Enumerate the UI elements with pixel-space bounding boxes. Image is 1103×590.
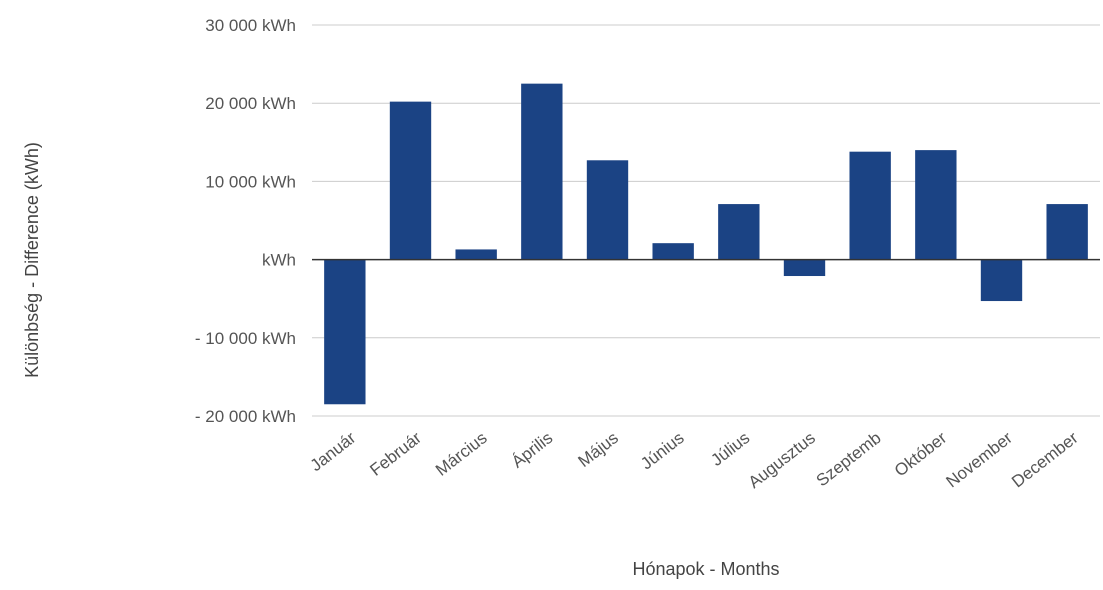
x-tick-label-1: Február (366, 428, 425, 480)
x-tick-label-7: Augusztus (745, 428, 819, 492)
y-tick-label-1: 20 000 kWh (205, 94, 296, 113)
x-tick-label-9: Október (891, 428, 951, 480)
y-tick-label-4: - 10 000 kWh (195, 329, 296, 348)
gridlines (312, 24, 1100, 417)
bars (324, 83, 1088, 405)
y-tick-label-5: - 20 000 kWh (195, 407, 296, 426)
x-tick-label-0: Január (307, 428, 360, 475)
y-axis-title: Különbség - Difference (kWh) (22, 142, 42, 378)
bar-1 (389, 101, 432, 260)
x-tick-label-2: Március (432, 428, 491, 480)
bar-5 (652, 243, 694, 260)
x-axis-title: Hónapok - Months (632, 559, 779, 579)
x-tick-label-6: Július (707, 428, 753, 470)
x-tick-label-11: December (1008, 428, 1082, 491)
y-tick-labels: 30 000 kWh 20 000 kWh 10 000 kWh kWh - 10 00… (195, 16, 296, 426)
bar-0 (324, 259, 366, 405)
x-tick-labels: Január Február Március Április Május Június Jú… (307, 428, 1082, 492)
y-tick-label-0: 30 000 kWh (205, 16, 296, 35)
x-tick-label-10: November (942, 428, 1016, 491)
bar-9 (915, 150, 957, 260)
x-tick-label-8: Szeptemb (813, 428, 885, 490)
y-tick-label-3: kWh (262, 251, 296, 270)
bar-7 (783, 259, 826, 277)
bar-2 (455, 249, 497, 260)
y-tick-label-2: 10 000 kWh (205, 172, 296, 191)
bar-3 (521, 83, 563, 260)
bar-8 (849, 151, 891, 260)
x-tick-label-4: Május (575, 428, 622, 471)
x-tick-label-3: Április (508, 428, 556, 471)
bar-11 (1046, 204, 1088, 260)
x-tick-label-5: Június (637, 428, 687, 473)
bar-6 (718, 204, 760, 260)
bar-4 (586, 160, 629, 260)
bar-10 (980, 259, 1023, 302)
